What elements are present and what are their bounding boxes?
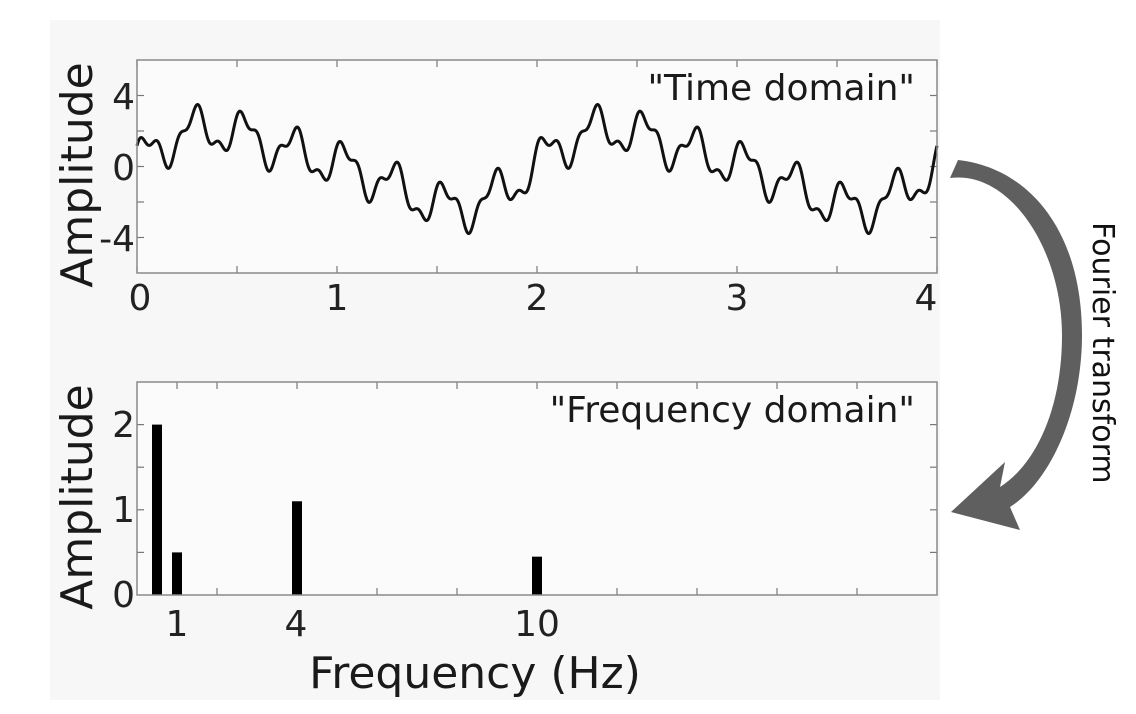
frequency-bar <box>172 552 182 595</box>
frequency-xlabel: Frequency (Hz) <box>309 648 641 699</box>
frequency-bars <box>152 424 542 595</box>
frequency-plot-frame <box>136 381 938 596</box>
time-xtick-label: 1 <box>326 278 349 319</box>
frequency-domain-panel: "Frequency domain" 1 4 10 0 1 2 Amplitud… <box>52 381 938 699</box>
time-ylabel: Amplitude <box>52 62 103 287</box>
fourier-transform-arrow: Fourier transform <box>950 160 1120 530</box>
time-xtick-label: 2 <box>526 278 549 319</box>
time-plot-area <box>137 60 937 273</box>
time-xtick-label: 3 <box>726 278 749 319</box>
frequency-bar <box>292 501 302 595</box>
frequency-ytick-label: 0 <box>112 575 135 616</box>
frequency-xtick-label: 10 <box>514 604 560 645</box>
time-signal-line <box>135 103 939 236</box>
time-domain-panel: "Time domain" 0 1 2 3 4 -4 0 4 Amplitude <box>52 59 939 319</box>
time-plot-frame <box>136 59 938 274</box>
time-xtick-label: 0 <box>129 278 152 319</box>
frequency-bar <box>532 556 542 595</box>
frequency-ylabel: Amplitude <box>52 384 103 609</box>
frequency-ytick-label: 2 <box>112 405 135 446</box>
time-ytick-label: 4 <box>112 77 135 118</box>
fourier-transform-label: Fourier transform <box>1085 222 1120 484</box>
time-ytick-label: -4 <box>99 219 135 260</box>
frequency-panel-title: "Frequency domain" <box>550 390 915 431</box>
frequency-xtick-label: 4 <box>285 604 308 645</box>
time-ytick-label: 0 <box>112 148 135 189</box>
time-xtick-label: 4 <box>915 278 938 319</box>
frequency-bar <box>152 424 162 595</box>
curved-arrow-icon <box>950 160 1082 530</box>
time-panel-title: "Time domain" <box>648 68 916 109</box>
frequency-xtick-label: 1 <box>166 604 189 645</box>
frequency-ytick-label: 1 <box>112 490 135 531</box>
